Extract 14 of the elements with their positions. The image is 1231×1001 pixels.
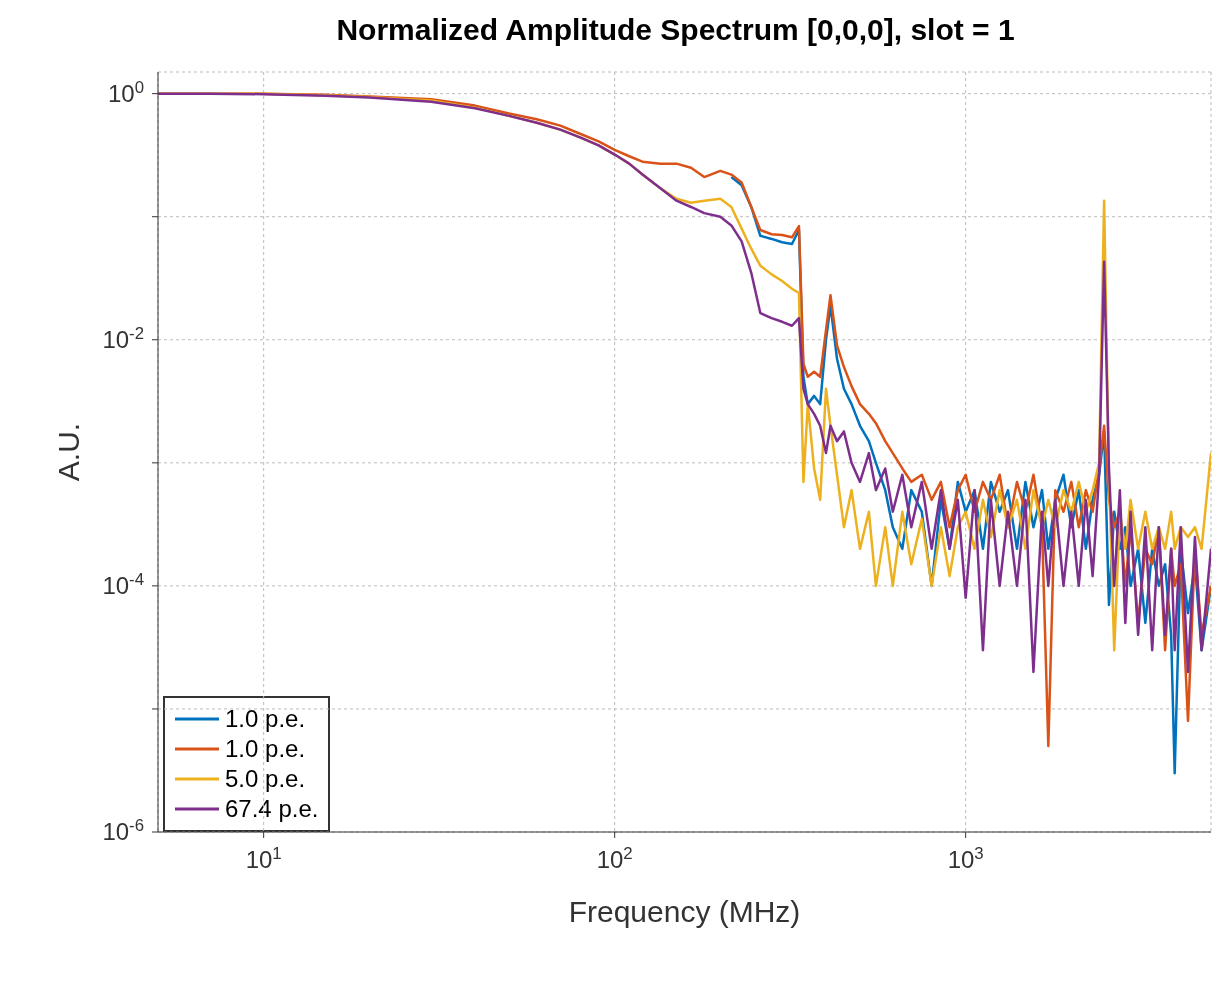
legend-label: 1.0 p.e. (225, 705, 306, 733)
legend-label: 67.4 p.e. (225, 795, 319, 823)
x-tick-label: 10$^{1}$ (245, 843, 282, 873)
y-tick-label: 10$^{-2}$ (102, 323, 144, 353)
x-tick-label: 10$^{2}$ (596, 843, 633, 873)
chart-title: Normalized Amplitude Spectrum [0,0,0], slot = 1 (335, 12, 1016, 48)
legend-label: 1.0 p.e. (225, 735, 306, 763)
y-tick-label: 10$^{-6}$ (102, 815, 144, 845)
y-axis-title: A.U. (51, 422, 85, 482)
y-tick-label: 10$^{-4}$ (102, 569, 144, 599)
y-tick-label: 10$^{0}$ (107, 77, 144, 107)
x-axis-title: Frequency (MHz) (568, 895, 801, 928)
x-tick-label: 10$^{3}$ (947, 843, 984, 873)
legend-label: 5.0 p.e. (225, 765, 306, 793)
